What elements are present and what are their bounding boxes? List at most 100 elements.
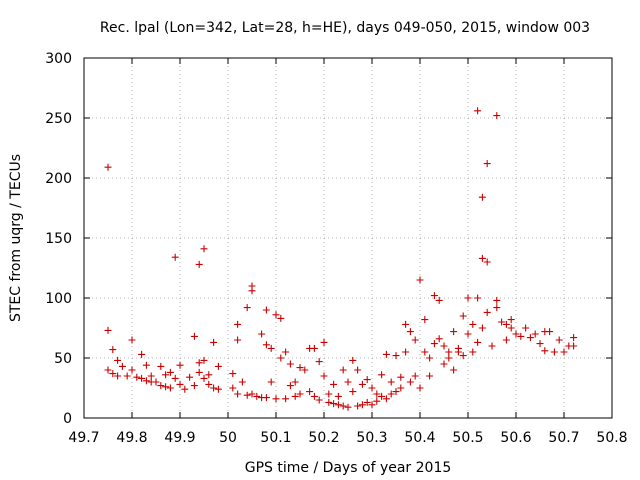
data-point [296,364,304,372]
data-point [493,304,501,312]
data-point [258,330,266,338]
data-point [392,388,400,396]
data-point [358,401,366,409]
plot-frame [83,57,613,419]
data-point [536,340,544,348]
data-point [382,395,390,403]
data-point [498,318,506,326]
data-point [502,320,510,328]
data-point [387,378,395,386]
data-point [421,348,429,356]
data-point [277,314,285,322]
data-point [507,324,515,332]
data-point [286,360,294,368]
data-point [555,336,563,344]
data-point [546,328,554,336]
data-point [411,372,419,380]
data-point [570,342,578,350]
data-point [243,304,251,312]
data-point [483,308,491,316]
data-point [522,324,530,332]
data-point [450,328,458,336]
data-point [109,346,117,354]
data-point [190,332,198,340]
data-point [104,366,112,374]
data-point [176,361,184,369]
data-point [488,342,496,350]
data-point [286,382,294,390]
data-point [464,294,472,302]
data-point [445,348,453,356]
data-point [248,287,256,295]
data-point [560,348,568,356]
data-point [435,296,443,304]
data-point [118,362,126,370]
data-point [421,316,429,324]
data-point [363,376,371,384]
data-point [483,258,491,266]
data-point [310,392,318,400]
data-point [469,320,477,328]
data-point [291,392,299,400]
data-point [306,388,314,396]
y-tick-label: 0 [63,411,72,427]
data-point [123,372,131,380]
data-point [229,370,237,378]
data-point [262,341,270,349]
data-point [310,344,318,352]
data-point [334,401,342,409]
data-point [325,390,333,398]
data-point [344,378,352,386]
data-point [344,403,352,411]
data-point [200,374,208,382]
data-point [464,330,472,338]
data-point [162,371,170,379]
data-point [114,356,122,364]
data-point [104,326,112,334]
data-point [397,384,405,392]
data-point [531,330,539,338]
data-point [262,394,270,402]
data-point [301,366,309,374]
y-tick-label: 150 [45,231,72,247]
data-point [363,398,371,406]
data-point [445,354,453,362]
x-tick-label: 50.8 [596,430,627,446]
data-point [459,352,467,360]
data-point [411,336,419,344]
data-point [493,112,501,120]
data-point [147,372,155,380]
data-point [478,193,486,201]
data-point [133,373,141,381]
data-point [330,380,338,388]
data-point [320,338,328,346]
chart-title: Rec. lpal (Lon=342, Lat=28, h=HE), days … [100,20,590,36]
data-point [200,245,208,253]
data-point [474,107,482,115]
data-point [478,254,486,262]
data-point [469,348,477,356]
data-point [387,390,395,398]
data-point [406,378,414,386]
data-point [238,378,246,386]
data-point [142,377,150,385]
x-tick-label: 50.1 [260,430,291,446]
x-tick-label: 50.2 [308,430,339,446]
x-tick-label: 50.3 [356,430,387,446]
data-point [248,390,256,398]
data-point [483,160,491,168]
data-point [138,374,146,382]
data-point [402,320,410,328]
data-point [378,371,386,379]
data-point [440,342,448,350]
data-point [502,336,510,344]
data-point [474,294,482,302]
y-tick-label: 100 [45,291,72,307]
data-point [426,354,434,362]
x-tick-label: 50.7 [548,430,579,446]
data-point [349,388,357,396]
data-point [339,366,347,374]
x-tick-label: 49.9 [164,430,195,446]
x-tick-label: 49.7 [68,430,99,446]
